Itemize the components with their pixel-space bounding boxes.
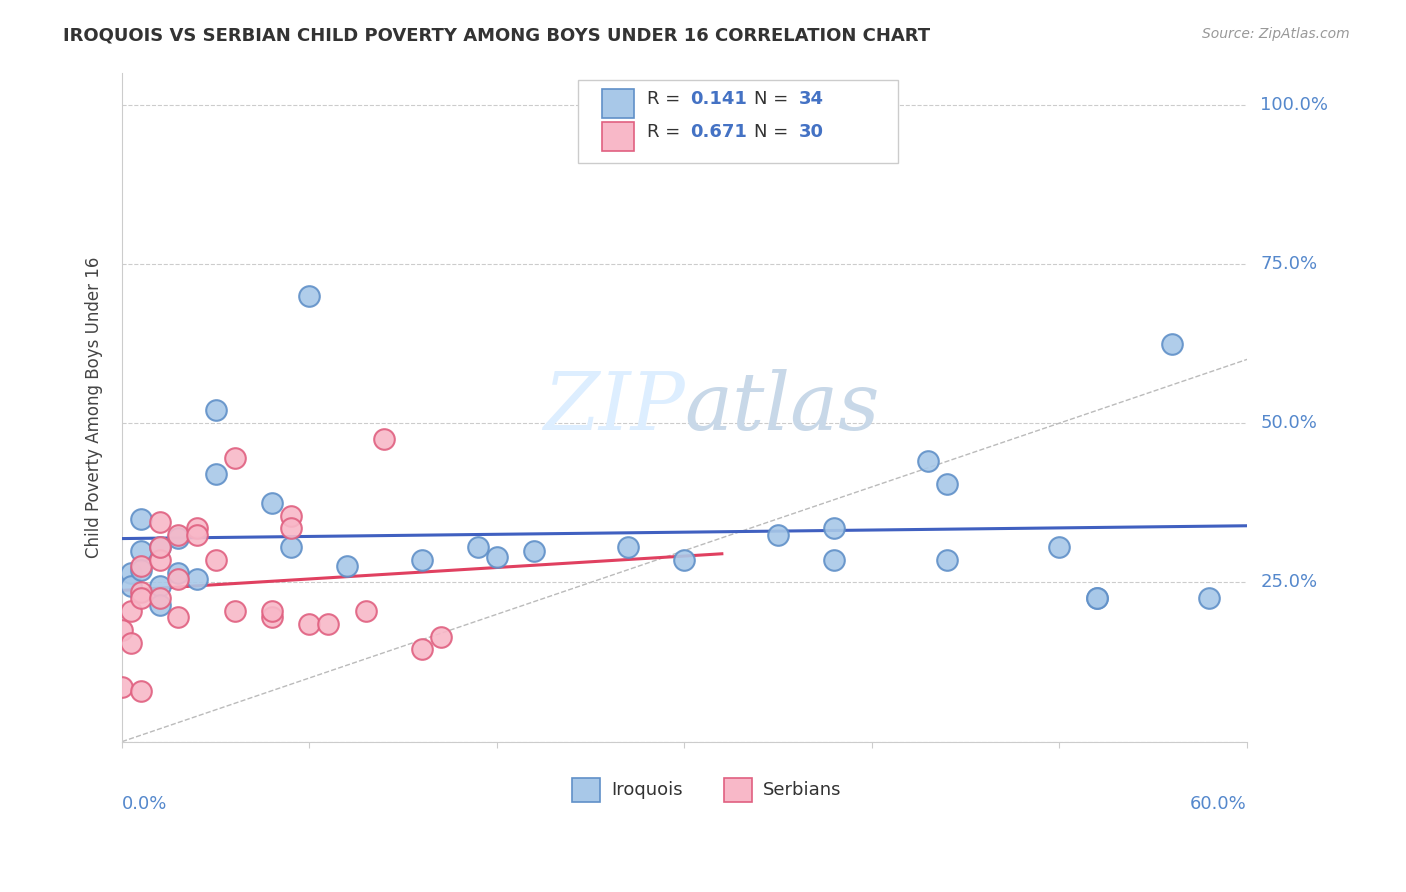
Text: 25.0%: 25.0% xyxy=(1260,574,1317,591)
Point xyxy=(111,681,134,695)
Point xyxy=(148,553,170,567)
Point xyxy=(298,616,321,631)
Point xyxy=(129,563,152,577)
Point xyxy=(917,454,939,468)
Point xyxy=(186,527,208,541)
Point xyxy=(148,541,170,555)
Point xyxy=(485,549,508,564)
FancyBboxPatch shape xyxy=(578,79,898,163)
Text: Iroquois: Iroquois xyxy=(612,780,683,798)
Point xyxy=(148,591,170,606)
Point xyxy=(129,585,152,599)
Text: N =: N = xyxy=(754,123,794,141)
Text: IROQUOIS VS SERBIAN CHILD POVERTY AMONG BOYS UNDER 16 CORRELATION CHART: IROQUOIS VS SERBIAN CHILD POVERTY AMONG … xyxy=(63,27,931,45)
Point xyxy=(224,604,246,618)
Text: 30: 30 xyxy=(799,123,824,141)
Point xyxy=(1085,591,1108,606)
Point xyxy=(260,496,283,510)
Point xyxy=(523,543,546,558)
Point xyxy=(111,623,134,637)
Point xyxy=(204,403,226,417)
Point xyxy=(673,553,696,567)
Point xyxy=(148,541,170,555)
FancyBboxPatch shape xyxy=(724,779,752,802)
Point xyxy=(129,559,152,574)
Text: R =: R = xyxy=(647,90,686,108)
Point xyxy=(280,521,302,535)
Point xyxy=(129,591,152,606)
Y-axis label: Child Poverty Among Boys Under 16: Child Poverty Among Boys Under 16 xyxy=(86,257,103,558)
Point xyxy=(336,559,359,574)
Text: 75.0%: 75.0% xyxy=(1260,255,1317,273)
Point xyxy=(1198,591,1220,606)
FancyBboxPatch shape xyxy=(602,121,634,151)
Text: R =: R = xyxy=(647,123,686,141)
Point xyxy=(167,566,190,580)
Point xyxy=(935,476,957,491)
Point xyxy=(260,604,283,618)
Point xyxy=(120,579,142,593)
Point xyxy=(148,515,170,529)
Point xyxy=(467,541,489,555)
Text: 60.0%: 60.0% xyxy=(1189,795,1247,814)
Text: 0.671: 0.671 xyxy=(690,123,747,141)
Point xyxy=(204,467,226,482)
Point xyxy=(429,630,451,644)
Point xyxy=(373,432,395,446)
Point xyxy=(204,553,226,567)
Text: 34: 34 xyxy=(799,90,824,108)
Point xyxy=(823,553,845,567)
Point xyxy=(823,521,845,535)
Point xyxy=(148,579,170,593)
Text: 50.0%: 50.0% xyxy=(1260,414,1317,433)
Point xyxy=(316,616,339,631)
Point xyxy=(260,610,283,624)
Point xyxy=(148,598,170,612)
Point xyxy=(280,541,302,555)
Text: Serbians: Serbians xyxy=(763,780,842,798)
Point xyxy=(129,512,152,526)
Point xyxy=(167,527,190,541)
Point xyxy=(935,553,957,567)
Point xyxy=(1047,541,1070,555)
Point xyxy=(1085,591,1108,606)
Text: 100.0%: 100.0% xyxy=(1260,95,1329,114)
Point xyxy=(129,683,152,698)
FancyBboxPatch shape xyxy=(572,779,600,802)
Point xyxy=(766,527,789,541)
Point xyxy=(186,521,208,535)
Point xyxy=(411,553,433,567)
Point xyxy=(617,541,640,555)
Text: N =: N = xyxy=(754,90,794,108)
Text: 0.0%: 0.0% xyxy=(122,795,167,814)
Point xyxy=(120,636,142,650)
Point xyxy=(120,604,142,618)
Point xyxy=(167,572,190,586)
Text: Source: ZipAtlas.com: Source: ZipAtlas.com xyxy=(1202,27,1350,41)
Point xyxy=(120,566,142,580)
Point xyxy=(298,289,321,303)
Text: 0.141: 0.141 xyxy=(690,90,747,108)
Point xyxy=(224,451,246,466)
Point xyxy=(129,543,152,558)
Point xyxy=(167,610,190,624)
Point xyxy=(354,604,377,618)
Point xyxy=(1160,336,1182,351)
Point xyxy=(167,531,190,545)
Point xyxy=(411,642,433,657)
Text: ZIP: ZIP xyxy=(543,368,685,446)
Point xyxy=(280,508,302,523)
Point xyxy=(186,572,208,586)
Text: atlas: atlas xyxy=(685,368,880,446)
FancyBboxPatch shape xyxy=(602,88,634,118)
